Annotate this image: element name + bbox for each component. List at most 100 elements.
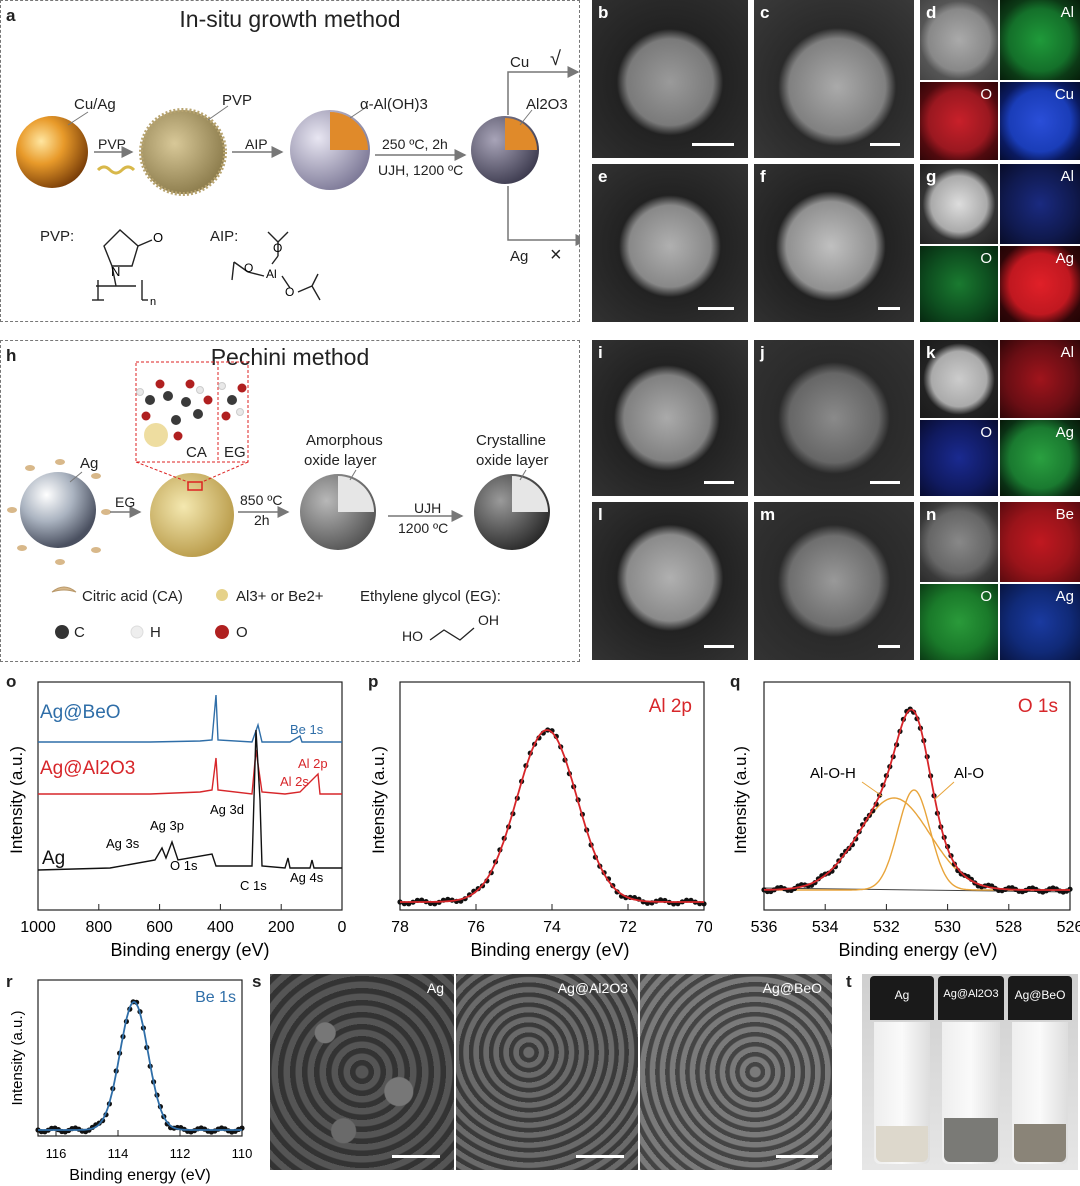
panel-h-label: h bbox=[6, 346, 17, 365]
al2o3-core-cut bbox=[505, 118, 537, 150]
sem-image-m: m bbox=[754, 502, 914, 660]
series-ag bbox=[37, 729, 342, 871]
eg-oh: OH bbox=[478, 612, 499, 628]
panel-h-diagram bbox=[7, 361, 550, 641]
map-g-sem: g bbox=[920, 164, 998, 244]
h-crystalline1: Crystalline bbox=[476, 432, 547, 449]
map-k-al: Al bbox=[1000, 340, 1080, 418]
cuag-sphere bbox=[16, 116, 88, 188]
x-tick-label: 74 bbox=[543, 919, 561, 936]
x-tick-label: 530 bbox=[934, 919, 961, 936]
o-xlabel: Binding energy (eV) bbox=[110, 940, 269, 960]
s-image-al2o3: Ag@Al2O3 bbox=[456, 974, 638, 1170]
vial-ag-al2o3: Ag@Al2O3 bbox=[938, 976, 1004, 1166]
o-legend-beo: Ag@BeO bbox=[40, 702, 121, 723]
q-peak1: Al-O-H bbox=[810, 765, 856, 782]
h-eg-arrow-label: EG bbox=[115, 494, 136, 510]
h-ujh: UJH bbox=[414, 500, 442, 516]
q-title: O 1s bbox=[1018, 696, 1058, 717]
r-xlabel: Binding energy (eV) bbox=[69, 1167, 210, 1184]
map-d-o: O bbox=[920, 82, 998, 160]
h-cond1b: 2h bbox=[254, 512, 270, 528]
map-k-sem: k bbox=[920, 340, 998, 418]
h-ca-label: CA bbox=[186, 444, 207, 461]
map-n-ag: Ag bbox=[1000, 584, 1080, 660]
q-peak2: Al-O bbox=[954, 765, 984, 782]
svg-text:O: O bbox=[273, 241, 282, 255]
map-g-o: O bbox=[920, 246, 998, 322]
x-tick-label: 0 bbox=[338, 919, 347, 936]
svg-text:O: O bbox=[285, 285, 294, 299]
series-ag-al2o3 bbox=[38, 749, 342, 795]
x-tick-label: 116 bbox=[46, 1146, 67, 1161]
x-tick-label: 536 bbox=[751, 919, 778, 936]
chart-r: Intensity (a.u.) Binding energy (eV) Be … bbox=[9, 979, 253, 1184]
pvp-struct-label: PVP: bbox=[40, 228, 75, 245]
x-tick-label: 534 bbox=[812, 919, 839, 936]
panel-t-label: t bbox=[846, 972, 852, 991]
legend-o: O bbox=[236, 624, 248, 641]
q-ylabel: Intensity (a.u.) bbox=[731, 746, 750, 854]
panel-a-label: a bbox=[6, 6, 16, 25]
x-tick-label: 600 bbox=[146, 919, 173, 936]
svg-text:O: O bbox=[153, 230, 163, 245]
svg-text:Ag 4s: Ag 4s bbox=[290, 870, 324, 885]
x-tick-label: 528 bbox=[995, 919, 1022, 936]
aloh-core-cut bbox=[330, 112, 368, 150]
ag-route-label: Ag bbox=[510, 248, 529, 265]
vial-ag: Ag bbox=[870, 976, 934, 1166]
svg-text:O 1s: O 1s bbox=[170, 858, 198, 873]
x-tick-label: 526 bbox=[1057, 919, 1080, 936]
sem-image-b: b bbox=[592, 0, 748, 158]
pvp-sphere bbox=[139, 108, 227, 196]
sem-image-l: l bbox=[592, 502, 748, 660]
o-legend-al2o3: Ag@Al2O3 bbox=[40, 758, 135, 779]
s-image-beo: Ag@BeO bbox=[640, 974, 832, 1170]
svg-text:Ag 3d: Ag 3d bbox=[210, 802, 244, 817]
chart-q: Intensity (a.u.) Binding energy (eV) O 1… bbox=[731, 681, 1080, 960]
pvp-structure bbox=[92, 229, 153, 301]
map-k-o: O bbox=[920, 420, 998, 496]
svg-text:Al: Al bbox=[266, 267, 277, 281]
legend-ion: Al3+ or Be2+ bbox=[236, 588, 324, 605]
al2o3-label: Al2O3 bbox=[526, 96, 568, 113]
svg-text:Ag 3s: Ag 3s bbox=[106, 836, 140, 851]
p-xlabel: Binding energy (eV) bbox=[470, 940, 629, 960]
cuag-label: Cu/Ag bbox=[74, 96, 116, 113]
chart-o: Intensity (a.u.) Binding energy (eV) 100… bbox=[7, 681, 347, 960]
r-title: Be 1s bbox=[195, 989, 236, 1006]
x-tick-label: 532 bbox=[873, 919, 900, 936]
chart-p: Intensity (a.u.) Binding energy (eV) Al … bbox=[369, 681, 712, 960]
aip-structure bbox=[231, 231, 321, 301]
q-xlabel: Binding energy (eV) bbox=[838, 940, 997, 960]
aloh-label: α-Al(OH)3 bbox=[360, 96, 428, 113]
map-n-be: Be bbox=[1000, 502, 1080, 582]
legend-eg: Ethylene glycol (EG): bbox=[360, 588, 501, 605]
cond2-label: UJH, 1200 ºC bbox=[378, 162, 464, 178]
h-ujh-temp: 1200 ºC bbox=[398, 520, 449, 536]
x-tick-label: 110 bbox=[232, 1146, 253, 1161]
h-crystalline2: oxide layer bbox=[476, 452, 549, 469]
map-g-ag: Ag bbox=[1000, 246, 1080, 322]
h-cond1a: 850 ºC bbox=[240, 492, 283, 508]
x-tick-label: 72 bbox=[619, 919, 637, 936]
s-image-ag: Ag bbox=[270, 974, 454, 1170]
legend-h: H bbox=[150, 624, 161, 641]
map-n-sem: n bbox=[920, 502, 998, 582]
sem-image-i: i bbox=[592, 340, 748, 496]
aip-arrow-label: AIP bbox=[245, 136, 268, 152]
panel-a-frame bbox=[0, 0, 580, 322]
gel-sphere bbox=[150, 473, 234, 557]
ag-cross-icon: × bbox=[550, 244, 562, 266]
svg-text:Ag 3p: Ag 3p bbox=[150, 818, 184, 833]
map-n-o: O bbox=[920, 584, 998, 660]
svg-text:Al 2s: Al 2s bbox=[280, 774, 309, 789]
panel-h-title: Pechini method bbox=[210, 344, 370, 370]
x-tick-label: 114 bbox=[108, 1146, 129, 1161]
x-tick-label: 70 bbox=[695, 919, 712, 936]
svg-text:Al 2p: Al 2p bbox=[298, 756, 328, 771]
svg-text:O: O bbox=[244, 261, 253, 275]
panel-q-label: q bbox=[730, 672, 741, 691]
x-tick-label: 800 bbox=[85, 919, 112, 936]
sem-image-e: e bbox=[592, 164, 748, 322]
